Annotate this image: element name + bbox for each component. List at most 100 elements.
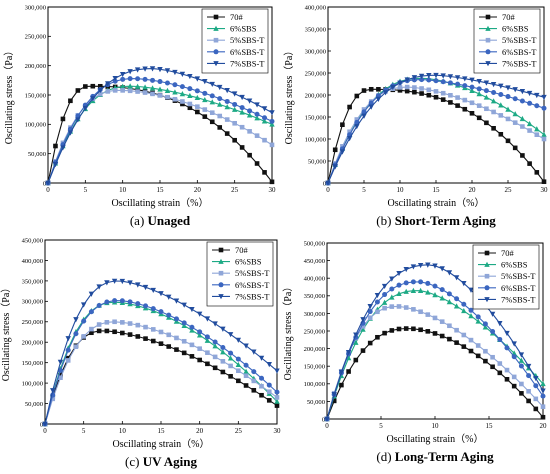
data-point: [195, 109, 200, 115]
data-point: [67, 130, 74, 136]
data-point: [476, 78, 482, 85]
data-point: [89, 326, 94, 332]
data-point: [540, 414, 546, 420]
data-point: [403, 266, 409, 273]
series-7-sbs-t: [324, 262, 546, 422]
data-point: [97, 87, 103, 94]
data-point: [519, 391, 524, 396]
data-point: [73, 331, 79, 337]
data-point: [504, 367, 510, 373]
x-tick-label: 10: [119, 427, 127, 435]
data-point: [266, 362, 272, 368]
data-point: [127, 69, 133, 75]
data-point: [396, 304, 402, 309]
data-point: [475, 318, 481, 324]
data-point: [196, 311, 203, 317]
y-tick-label: 300,000: [25, 4, 47, 11]
data-point: [180, 99, 185, 104]
data-point: [88, 291, 95, 297]
data-point: [468, 348, 474, 354]
data-point: [432, 263, 438, 269]
data-point: [354, 117, 360, 122]
data-point: [127, 83, 133, 89]
y-tick-label: 250,000: [304, 328, 326, 335]
data-point: [461, 307, 467, 314]
data-point: [475, 353, 481, 359]
data-point: [236, 378, 241, 384]
data-point: [53, 143, 58, 149]
data-point: [534, 170, 540, 175]
data-point: [439, 266, 445, 272]
data-point: [111, 278, 118, 284]
data-point: [511, 374, 517, 380]
data-point: [187, 105, 193, 111]
data-point: [239, 109, 245, 115]
data-point: [353, 357, 359, 363]
data-point: [247, 129, 252, 134]
legend-marker: [485, 25, 491, 31]
series-5-sbs-t: [42, 319, 280, 427]
panel-caption: (b) Short-Term Aging: [376, 213, 496, 228]
legend-label: 70#: [230, 12, 244, 22]
data-point: [448, 92, 453, 98]
data-point: [202, 107, 208, 112]
series-line: [47, 85, 273, 184]
series-5-sbs-t: [324, 304, 546, 422]
data-point: [425, 312, 431, 317]
data-point: [212, 343, 218, 349]
data-point: [447, 80, 453, 86]
data-point: [197, 329, 203, 335]
data-point: [390, 84, 396, 91]
data-point: [220, 369, 226, 375]
data-point: [541, 131, 547, 137]
y-tick-label: 300,000: [305, 48, 327, 55]
data-point: [389, 294, 395, 300]
data-point: [476, 103, 482, 108]
data-point: [254, 133, 260, 138]
data-point: [453, 275, 460, 281]
data-point: [469, 100, 475, 106]
data-point: [520, 153, 525, 158]
data-point: [173, 316, 179, 322]
data-point: [142, 284, 149, 291]
data-point: [346, 136, 353, 142]
data-point: [354, 124, 360, 130]
x-tick-label: 5: [82, 427, 86, 435]
data-point: [274, 395, 280, 400]
data-point: [119, 71, 126, 78]
data-point: [220, 326, 226, 332]
data-point: [461, 344, 467, 349]
data-point: [381, 283, 388, 290]
data-point: [527, 161, 532, 166]
data-point: [354, 93, 360, 99]
data-point: [247, 152, 252, 158]
data-point: [172, 89, 178, 95]
data-point: [340, 144, 345, 149]
data-point: [164, 80, 170, 86]
data-point: [112, 75, 118, 82]
legend-label: 7%SBS-T: [502, 58, 537, 68]
data-point: [490, 98, 497, 104]
data-point: [347, 104, 352, 110]
data-point: [432, 283, 438, 289]
data-point: [447, 74, 454, 80]
data-point: [274, 368, 280, 374]
data-point: [150, 77, 156, 83]
data-point: [142, 90, 148, 95]
series-line: [44, 301, 278, 425]
data-point: [187, 101, 193, 107]
data-point: [254, 111, 260, 117]
data-point: [157, 93, 163, 98]
data-point: [498, 102, 504, 108]
chart-panel-3: 0 5 10 15 20 25 30 0 50,000 100,000 150,000 200,000…: [0, 237, 281, 469]
data-point: [197, 346, 202, 351]
data-point: [439, 319, 445, 324]
data-point: [360, 348, 366, 353]
x-tick-label: 30: [269, 186, 277, 194]
data-point: [97, 83, 103, 89]
data-point: [135, 334, 141, 339]
data-point: [120, 320, 125, 325]
data-point: [224, 117, 230, 122]
data-point: [397, 85, 403, 90]
legend-marker: [485, 37, 491, 43]
